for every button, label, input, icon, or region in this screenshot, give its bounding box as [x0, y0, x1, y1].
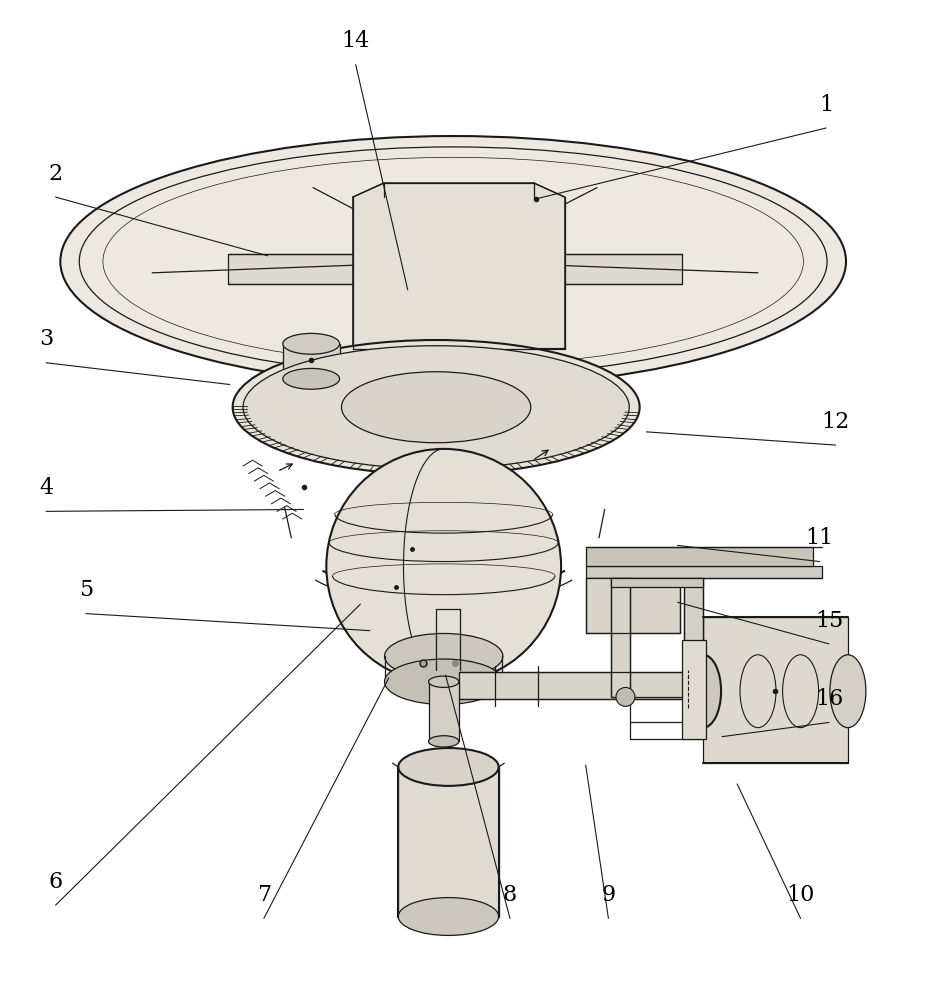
Ellipse shape — [685, 655, 721, 728]
Ellipse shape — [385, 659, 502, 704]
Ellipse shape — [428, 676, 459, 687]
Polygon shape — [353, 183, 565, 349]
Text: 7: 7 — [257, 884, 271, 906]
Polygon shape — [611, 578, 703, 587]
Ellipse shape — [341, 372, 531, 443]
Ellipse shape — [398, 748, 499, 786]
Text: 15: 15 — [815, 610, 843, 632]
Polygon shape — [459, 672, 690, 699]
Text: 1: 1 — [819, 94, 833, 116]
Ellipse shape — [326, 449, 561, 684]
Text: 9: 9 — [601, 884, 615, 906]
Text: 3: 3 — [39, 328, 53, 350]
Text: 11: 11 — [806, 527, 833, 549]
Text: 14: 14 — [341, 30, 370, 52]
Polygon shape — [228, 254, 683, 284]
Polygon shape — [683, 640, 706, 739]
Text: 10: 10 — [787, 884, 814, 906]
Ellipse shape — [398, 898, 499, 935]
Polygon shape — [283, 344, 339, 379]
Text: 6: 6 — [48, 871, 63, 893]
Polygon shape — [703, 617, 848, 763]
Polygon shape — [586, 547, 812, 566]
Polygon shape — [428, 682, 459, 741]
Text: 4: 4 — [39, 477, 53, 499]
Polygon shape — [586, 566, 822, 578]
Polygon shape — [586, 578, 681, 633]
Polygon shape — [684, 578, 703, 739]
Ellipse shape — [283, 333, 339, 354]
Ellipse shape — [232, 340, 640, 474]
Polygon shape — [398, 767, 499, 917]
Ellipse shape — [428, 736, 459, 747]
Ellipse shape — [61, 136, 846, 387]
Ellipse shape — [385, 633, 502, 679]
Text: 16: 16 — [815, 688, 843, 710]
Text: 8: 8 — [502, 884, 517, 906]
Text: 2: 2 — [48, 163, 63, 185]
Polygon shape — [611, 578, 630, 697]
Ellipse shape — [243, 346, 629, 469]
Text: 5: 5 — [79, 579, 93, 601]
Ellipse shape — [830, 655, 866, 728]
Ellipse shape — [283, 368, 339, 389]
Ellipse shape — [616, 687, 635, 706]
Text: 12: 12 — [822, 411, 849, 433]
